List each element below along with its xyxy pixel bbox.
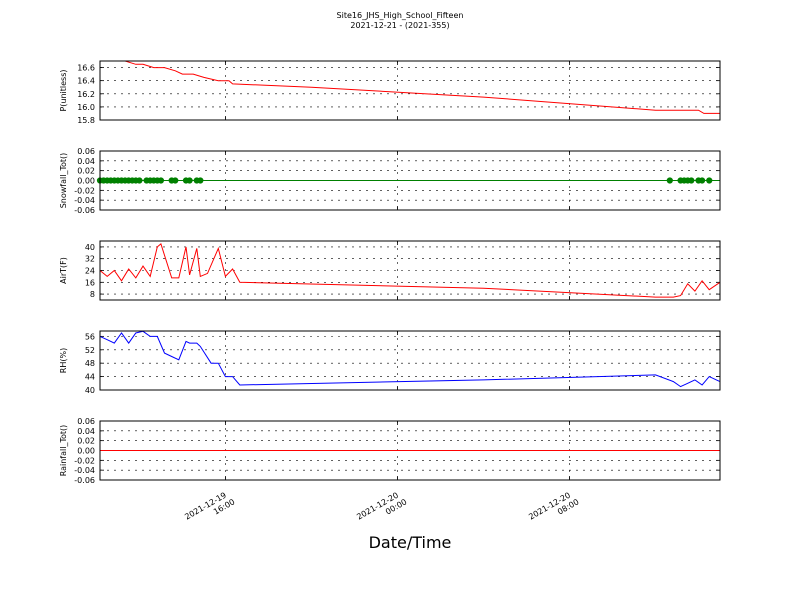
y-tick-label: 44 bbox=[85, 373, 95, 382]
series-line bbox=[99, 330, 721, 388]
y-tick-label: -0.04 bbox=[74, 466, 95, 475]
plot-frame bbox=[99, 330, 721, 391]
plot-frame bbox=[99, 150, 721, 211]
y-axis-label: Snowfall_Tot() bbox=[59, 153, 68, 209]
y-axis-label: RH(%) bbox=[59, 348, 68, 373]
panel-1: 16.6 16.4 16.2 16.0 15.8 P(unitless) bbox=[59, 60, 721, 125]
series-line bbox=[124, 60, 720, 114]
y-tick-label: 0.04 bbox=[77, 427, 95, 436]
data-point bbox=[186, 177, 193, 184]
data-point bbox=[706, 177, 713, 184]
data-point bbox=[666, 177, 673, 184]
plot-frame bbox=[99, 60, 721, 121]
data-point bbox=[698, 177, 706, 184]
y-tick-label: 0.06 bbox=[77, 147, 95, 156]
y-axis-label: AirT(F) bbox=[59, 257, 68, 284]
y-tick-label: 56 bbox=[85, 332, 95, 341]
y-tick-label: 24 bbox=[85, 267, 95, 276]
y-tick-label: 16.2 bbox=[77, 90, 95, 99]
data-point bbox=[136, 177, 143, 184]
panel-4: 56 52 48 44 40 RH(%) bbox=[59, 330, 721, 395]
plot-frame bbox=[99, 420, 721, 481]
data-point bbox=[172, 177, 179, 184]
y-tick-label: -0.02 bbox=[74, 456, 95, 465]
y-tick-label: 40 bbox=[85, 243, 95, 252]
y-tick-label: 32 bbox=[85, 255, 95, 264]
y-tick-label: -0.06 bbox=[74, 206, 95, 215]
x-axis-label: Date/Time bbox=[368, 533, 452, 552]
data-point bbox=[197, 177, 204, 184]
y-tick-label: 0.02 bbox=[77, 167, 95, 176]
panel-5: 0.060.040.020.00-0.02-0.04-0.06 Rainfall_… bbox=[59, 417, 721, 485]
y-tick-label: 16 bbox=[85, 278, 95, 287]
y-tick-label: 15.8 bbox=[77, 116, 95, 125]
y-tick-label: -0.06 bbox=[74, 476, 95, 485]
data-point bbox=[157, 177, 165, 184]
panel-3: 40 32 24 16 8 AirT(F) bbox=[59, 240, 721, 301]
plot-frame bbox=[99, 240, 721, 301]
y-tick-label: 0.00 bbox=[77, 177, 95, 186]
y-axis-label: P(unitless) bbox=[59, 69, 68, 111]
y-tick-label: 16.4 bbox=[77, 77, 95, 86]
y-tick-label: 16.0 bbox=[77, 103, 95, 112]
data-point bbox=[688, 177, 695, 184]
panel-2: 0.060.040.020.00-0.02-0.04-0.06 Snowfall_… bbox=[59, 147, 721, 215]
series-line bbox=[99, 243, 721, 298]
chart-title: Site16_JHS_High_School_Fifteen bbox=[336, 11, 464, 20]
y-tick-label: -0.04 bbox=[74, 196, 95, 205]
y-tick-label: -0.02 bbox=[74, 186, 95, 195]
y-tick-label: 48 bbox=[85, 359, 95, 368]
y-tick-label: 8 bbox=[90, 290, 95, 299]
chart-subtitle: 2021-12-21 - (2021-355) bbox=[350, 21, 450, 30]
y-axis-label: Rainfall_Tot() bbox=[59, 425, 68, 477]
y-tick-label: 52 bbox=[85, 346, 95, 355]
y-tick-label: 0.04 bbox=[77, 157, 95, 166]
y-tick-label: 0.02 bbox=[77, 437, 95, 446]
y-tick-label: 16.6 bbox=[77, 64, 95, 73]
y-tick-label: 40 bbox=[85, 386, 95, 395]
y-tick-label: 0.06 bbox=[77, 417, 95, 426]
y-tick-label: 0.00 bbox=[77, 447, 95, 456]
